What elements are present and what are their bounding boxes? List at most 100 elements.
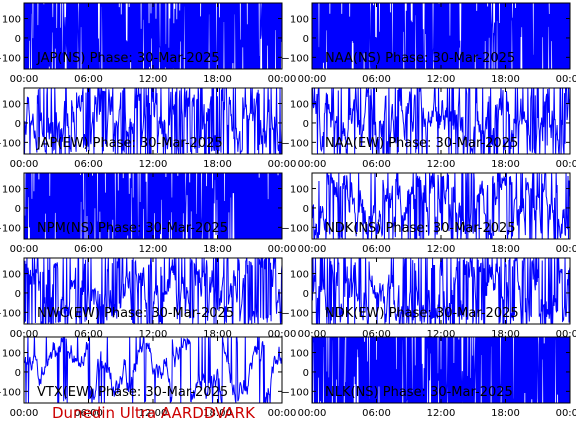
y-tick-label: −100 <box>282 138 309 149</box>
x-tick-label: 18:00 <box>203 329 232 340</box>
x-tick-label: 18:00 <box>203 244 232 255</box>
y-tick-label: 0 <box>15 289 21 300</box>
x-tick-label: 00:00 <box>298 408 327 419</box>
x-tick-label: 00:00 <box>298 74 327 85</box>
phase-series-line <box>24 88 282 154</box>
x-tick-label: 12:00 <box>139 74 168 85</box>
panel-title: NWC(EW) Phase: 30-Mar-2025 <box>37 306 234 321</box>
y-tick-label: −100 <box>282 53 309 64</box>
chart-panel: 100 0 −100 00:00 06:00 12:00 18:00 00:00 NLK(NS)… <box>282 336 576 419</box>
x-tick-label: 00:00 <box>298 159 327 170</box>
x-tick-label: 12:00 <box>139 244 168 255</box>
y-tick-label: 0 <box>303 368 309 379</box>
x-tick-label: 06:00 <box>74 74 103 85</box>
panel-title: NAA(EW) Phase: 30-Mar-2025 <box>325 136 518 151</box>
chart-panel: 100 0 −100 00:00 06:00 12:00 18:00 00:00 NDK(NS)… <box>282 172 576 255</box>
phase-series-line <box>24 3 282 69</box>
y-tick-label: −100 <box>0 387 21 398</box>
x-tick-label: 06:00 <box>74 244 103 255</box>
x-tick-label: 00:00 <box>10 74 39 85</box>
y-tick-label: 0 <box>303 289 309 300</box>
x-tick-label: 00:00 <box>268 329 297 340</box>
y-tick-label: 0 <box>303 204 309 215</box>
panel-title: NLK(NS) Phase: 30-Mar-2025 <box>325 385 513 400</box>
chart-panel: 100 0 −100 00:00 06:00 12:00 18:00 00:00 JAP(EW)… <box>0 87 297 170</box>
x-tick-label: 00:00 <box>268 159 297 170</box>
x-tick-label: 18:00 <box>491 74 520 85</box>
x-tick-label: 12:00 <box>427 74 456 85</box>
x-tick-label: 06:00 <box>74 159 103 170</box>
y-tick-label: 100 <box>290 100 309 111</box>
chart-panel: 100 0 −100 00:00 06:00 12:00 18:00 00:00 JAP(NS)… <box>0 2 297 85</box>
y-tick-label: 0 <box>15 34 21 45</box>
x-tick-label: 12:00 <box>427 159 456 170</box>
x-tick-label: 00:00 <box>556 408 576 419</box>
y-tick-label: 100 <box>290 185 309 196</box>
x-tick-label: 18:00 <box>491 329 520 340</box>
x-tick-label: 06:00 <box>362 408 391 419</box>
y-tick-label: 0 <box>15 119 21 130</box>
phase-series-line <box>312 88 570 154</box>
y-tick-label: −100 <box>282 223 309 234</box>
phase-series-line <box>24 337 282 403</box>
x-tick-label: 06:00 <box>362 159 391 170</box>
x-tick-label: 00:00 <box>556 329 576 340</box>
x-tick-label: 00:00 <box>556 159 576 170</box>
phase-series-line <box>24 173 282 239</box>
x-tick-label: 00:00 <box>556 74 576 85</box>
y-tick-label: 100 <box>2 100 21 111</box>
x-tick-label: 12:00 <box>139 329 168 340</box>
x-tick-label: 00:00 <box>298 329 327 340</box>
x-tick-label: 00:00 <box>268 74 297 85</box>
x-tick-label: 00:00 <box>10 408 39 419</box>
phase-series-line <box>24 258 282 324</box>
panel-title: VTX(EW) Phase: 30-Mar-2025 <box>37 385 228 400</box>
credit-label: Dunedin Ultra AARDDVARK <box>52 404 255 422</box>
chart-panel: 100 0 −100 00:00 06:00 12:00 18:00 00:00 NAA(EW)… <box>282 87 576 170</box>
x-tick-label: 12:00 <box>427 408 456 419</box>
x-tick-label: 06:00 <box>362 244 391 255</box>
x-tick-label: 18:00 <box>491 408 520 419</box>
x-tick-label: 06:00 <box>362 74 391 85</box>
x-tick-label: 00:00 <box>268 244 297 255</box>
y-tick-label: 100 <box>290 15 309 26</box>
chart-panel: 100 0 −100 00:00 06:00 12:00 18:00 00:00 VTX(EW)… <box>0 336 297 419</box>
panel-title: NPM(NS) Phase: 30-Mar-2025 <box>37 221 228 236</box>
x-tick-label: 00:00 <box>268 408 297 419</box>
x-tick-label: 06:00 <box>74 408 103 419</box>
x-tick-label: 06:00 <box>362 329 391 340</box>
y-tick-label: 0 <box>15 204 21 215</box>
x-tick-label: 12:00 <box>427 329 456 340</box>
panel-title: NDK(NS) Phase: 30-Mar-2025 <box>325 221 516 236</box>
y-tick-label: 0 <box>303 34 309 45</box>
chart-panel: 100 0 −100 00:00 06:00 12:00 18:00 00:00 NDK(EW)… <box>282 257 576 340</box>
x-tick-label: 12:00 <box>427 244 456 255</box>
phase-series-line <box>312 173 570 239</box>
y-tick-label: 100 <box>2 185 21 196</box>
phase-series-line <box>312 3 570 69</box>
phase-series-line <box>312 258 570 324</box>
y-tick-label: 100 <box>2 15 21 26</box>
y-tick-label: 0 <box>303 119 309 130</box>
panel-title: NAA(NS) Phase: 30-Mar-2025 <box>325 51 515 66</box>
y-tick-label: 100 <box>290 349 309 360</box>
panel-title: JAP(EW) Phase: 30-Mar-2025 <box>36 136 223 151</box>
y-tick-label: −100 <box>282 308 309 319</box>
x-tick-label: 00:00 <box>298 244 327 255</box>
y-tick-label: −100 <box>0 138 21 149</box>
x-tick-label: 00:00 <box>556 244 576 255</box>
x-tick-label: 12:00 <box>139 159 168 170</box>
x-tick-label: 00:00 <box>10 244 39 255</box>
chart-panel: 100 0 −100 00:00 06:00 12:00 18:00 00:00 NPM(NS)… <box>0 172 297 255</box>
x-tick-label: 18:00 <box>491 159 520 170</box>
x-tick-label: 18:00 <box>203 159 232 170</box>
x-tick-label: 18:00 <box>491 244 520 255</box>
x-tick-label: 00:00 <box>10 329 39 340</box>
x-tick-label: 00:00 <box>10 159 39 170</box>
panel-title: JAP(NS) Phase: 30-Mar-2025 <box>36 51 220 66</box>
chart-panel: 100 0 −100 00:00 06:00 12:00 18:00 00:00 NWC(EW)… <box>0 257 297 340</box>
y-tick-label: 100 <box>2 349 21 360</box>
y-tick-label: −100 <box>0 53 21 64</box>
y-tick-label: −100 <box>0 223 21 234</box>
